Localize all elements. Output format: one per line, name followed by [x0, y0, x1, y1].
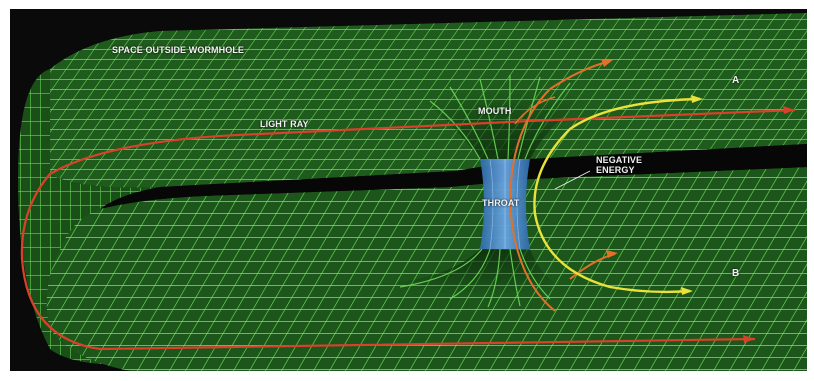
throat-label: THROAT — [482, 198, 520, 208]
negative-energy-curve — [533, 97, 701, 294]
light-ray-path — [20, 108, 796, 351]
light-ray-shortcut — [508, 60, 611, 312]
lower-space-sheet — [46, 167, 807, 371]
light-ray-label: LIGHT RAY — [260, 119, 309, 129]
point-b-label: B — [732, 268, 740, 279]
point-a-label: A — [732, 75, 740, 86]
wormhole-diagram: SPACE OUTSIDE WORMHOLE LIGHT RAY MOUTH N… — [10, 9, 807, 371]
arrow-lower-right — [743, 335, 755, 343]
negative-energy-label-line1: NEGATIVE — [596, 155, 643, 165]
space-outside-label: SPACE OUTSIDE WORMHOLE — [112, 45, 245, 55]
negative-energy-label-line2: ENERGY — [596, 165, 635, 175]
gap-between-sheets — [100, 144, 807, 209]
mouth-label: MOUTH — [478, 106, 512, 116]
wormhole-illustration — [18, 13, 807, 371]
arrow-upper-right — [783, 106, 795, 114]
